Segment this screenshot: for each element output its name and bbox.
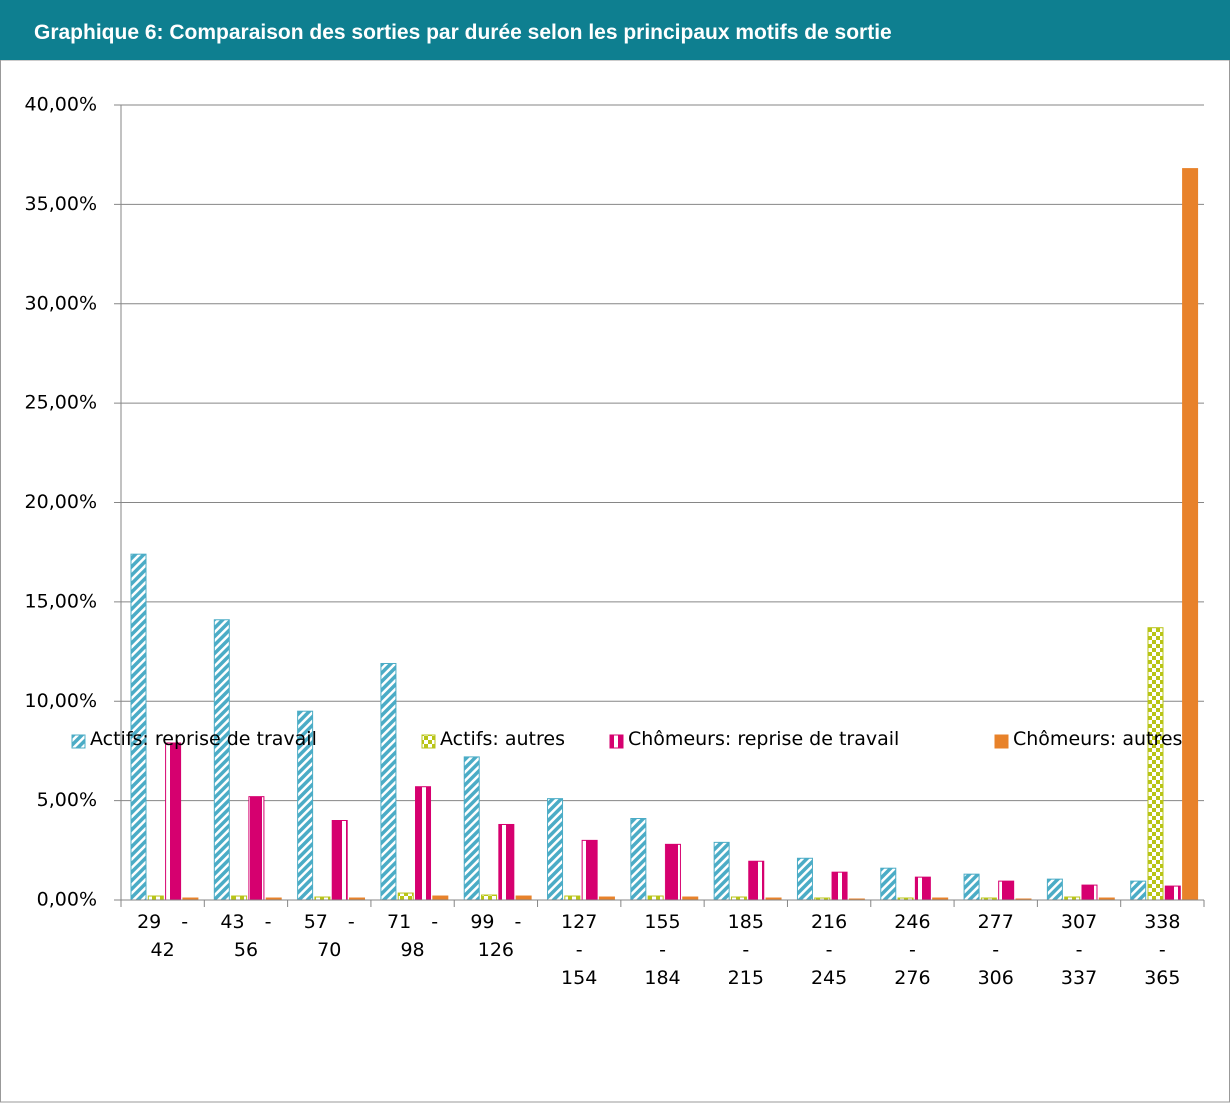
bar: [213, 619, 230, 901]
x-tick-label: 71 - 98: [387, 911, 439, 961]
legend-label: Actifs: autres: [440, 728, 565, 750]
bar: [498, 823, 515, 901]
x-tick-label: 57 - 70: [303, 911, 355, 961]
bar: [963, 873, 980, 901]
legend-swatch: [609, 734, 624, 749]
bar: [998, 880, 1015, 901]
x-tick-label: 43 - 56: [220, 911, 272, 961]
y-tick-label: 10,00%: [25, 690, 97, 712]
x-tick-label: 185 - 215: [727, 911, 764, 989]
bar: [165, 742, 182, 901]
bar: [1046, 878, 1063, 901]
legend-swatch: [71, 734, 86, 749]
bar: [581, 839, 598, 901]
x-tick-label: 155 - 184: [644, 911, 681, 989]
bar: [914, 876, 931, 901]
x-tick-label: 127 - 154: [561, 911, 598, 989]
bar: [831, 871, 848, 901]
bar: [796, 857, 813, 901]
chart-title: Graphique 6: Comparaison des sorties par…: [0, 0, 1230, 60]
y-tick-label: 5,00%: [37, 789, 97, 811]
legend-swatch: [421, 734, 436, 749]
x-tick-label: 246 - 276: [894, 911, 931, 989]
legend-label: Chômeurs: reprise de travail: [628, 728, 900, 750]
bar: [1164, 885, 1181, 901]
y-tick-label: 25,00%: [25, 392, 97, 414]
y-tick-label: 30,00%: [25, 292, 97, 314]
bar: [231, 895, 248, 901]
x-tick-label: 307 - 337: [1060, 911, 1098, 989]
bar: [463, 756, 480, 901]
bar: [564, 895, 581, 901]
y-tick-label: 0,00%: [37, 889, 97, 911]
bar: [664, 843, 681, 901]
x-tick-label: 216 - 245: [810, 911, 848, 989]
bar: [1081, 884, 1098, 901]
x-tick-label: 99 - 126: [470, 911, 522, 961]
bar: [415, 786, 432, 901]
bar: [432, 895, 449, 901]
y-tick-label: 15,00%: [25, 590, 97, 612]
bar: [647, 895, 664, 901]
legend-label: Chômeurs: autres: [1013, 728, 1183, 750]
bar: [748, 860, 765, 901]
bar: [880, 867, 897, 901]
bar: [1147, 627, 1164, 901]
bar: [331, 820, 348, 901]
x-tick-label: 277 - 306: [977, 911, 1014, 989]
bar: [547, 798, 564, 901]
x-tick-label: 338 - 365: [1144, 911, 1181, 989]
legend-label: Actifs: reprise de travail: [90, 728, 317, 750]
x-tick-label: 29 - 42: [137, 911, 189, 961]
bar: [1182, 168, 1199, 901]
bar: [380, 662, 397, 901]
bar: [481, 894, 498, 901]
y-tick-label: 40,00%: [25, 94, 97, 116]
bar: [630, 818, 647, 901]
bar: [248, 796, 265, 901]
y-tick-label: 35,00%: [25, 193, 97, 215]
bar: [515, 895, 532, 901]
bar: [1130, 880, 1147, 901]
bar: [397, 892, 414, 901]
y-tick-label: 20,00%: [25, 491, 97, 513]
bar: [713, 841, 730, 901]
legend-swatch: [994, 734, 1009, 749]
bar: [147, 895, 164, 901]
